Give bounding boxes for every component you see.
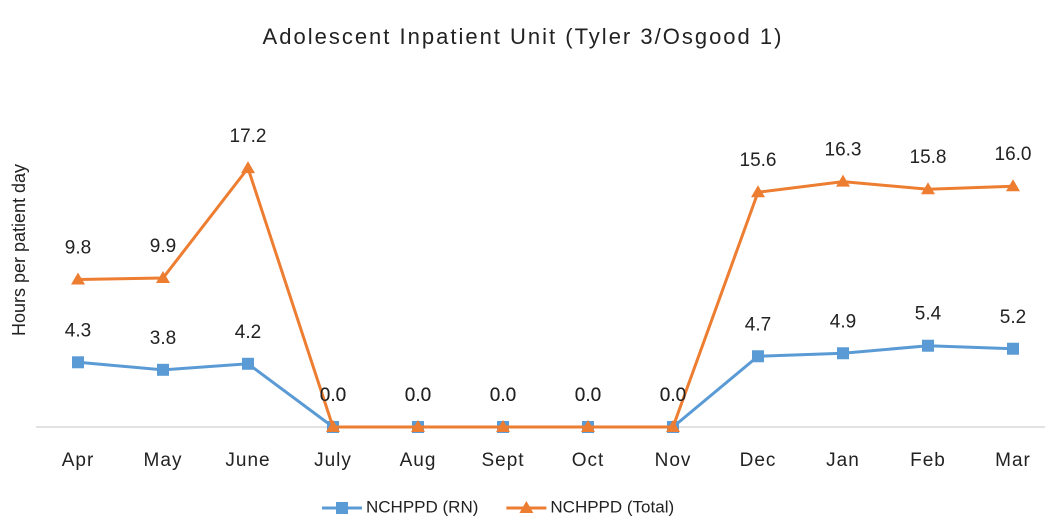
data-point bbox=[836, 174, 850, 187]
data-point bbox=[1006, 179, 1020, 192]
data-point bbox=[241, 161, 255, 174]
data-point bbox=[326, 420, 340, 432]
series-line bbox=[77, 164, 1014, 429]
legend-label: NCHPPD (RN) bbox=[366, 497, 478, 516]
data-label: 9.9 bbox=[150, 236, 176, 257]
data-label: 0.0 bbox=[660, 385, 686, 406]
x-tick-label: Feb bbox=[910, 450, 946, 471]
data-label: 4.7 bbox=[745, 314, 771, 335]
data-label: 4.2 bbox=[235, 322, 261, 343]
data-label: 4.9 bbox=[830, 311, 856, 332]
x-tick-label: Oct bbox=[572, 450, 605, 471]
data-point bbox=[72, 356, 84, 369]
data-label: 0.0 bbox=[575, 385, 601, 406]
data-point bbox=[496, 420, 510, 432]
x-tick-label: Jan bbox=[826, 450, 860, 471]
x-tick-label: May bbox=[144, 450, 183, 471]
data-label: 15.6 bbox=[740, 150, 777, 171]
data-point bbox=[581, 420, 595, 432]
legend-marker bbox=[519, 501, 534, 513]
data-point bbox=[666, 420, 680, 432]
x-tick-label: July bbox=[314, 450, 352, 471]
data-label: 3.8 bbox=[150, 328, 176, 349]
data-point bbox=[157, 363, 169, 376]
x-tick-label: Aug bbox=[400, 450, 437, 471]
y-axis-label: Hours per patient day bbox=[9, 164, 29, 336]
x-tick-label: Mar bbox=[995, 450, 1031, 471]
data-point bbox=[411, 420, 425, 432]
data-point bbox=[921, 182, 935, 195]
data-label: 0.0 bbox=[490, 385, 516, 406]
data-label: 9.8 bbox=[65, 238, 91, 259]
data-label: 0.0 bbox=[490, 385, 516, 406]
data-label: 0.0 bbox=[320, 385, 346, 406]
chart-title: Adolescent Inpatient Unit (Tyler 3/Osgoo… bbox=[263, 24, 784, 49]
data-label: 16.0 bbox=[995, 144, 1032, 165]
data-label: 0.0 bbox=[320, 385, 346, 406]
data-label: 0.0 bbox=[405, 385, 431, 406]
data-label: 5.2 bbox=[1000, 307, 1026, 328]
x-tick-label: Apr bbox=[62, 450, 95, 471]
legend-marker bbox=[336, 502, 348, 514]
data-label: 0.0 bbox=[660, 385, 686, 406]
data-label: 17.2 bbox=[230, 126, 267, 147]
legend-label: NCHPPD (Total) bbox=[550, 497, 674, 516]
series-line bbox=[77, 344, 1014, 429]
data-label: 15.8 bbox=[910, 147, 947, 168]
x-tick-label: Dec bbox=[740, 450, 777, 471]
data-point bbox=[752, 350, 764, 363]
data-point bbox=[1007, 342, 1019, 355]
data-point bbox=[751, 185, 765, 198]
x-tick-label: Sept bbox=[481, 450, 524, 471]
data-point bbox=[156, 271, 170, 284]
x-tick-label: June bbox=[225, 450, 270, 471]
data-label: 5.4 bbox=[915, 304, 942, 325]
data-label: 4.3 bbox=[65, 320, 91, 341]
data-label: 0.0 bbox=[405, 385, 431, 406]
data-label: 16.3 bbox=[825, 140, 862, 161]
data-point bbox=[922, 339, 934, 352]
data-label: 0.0 bbox=[575, 385, 601, 406]
data-point bbox=[837, 347, 849, 360]
data-point bbox=[71, 272, 85, 285]
x-tick-label: Nov bbox=[655, 450, 692, 471]
data-point bbox=[242, 357, 254, 370]
